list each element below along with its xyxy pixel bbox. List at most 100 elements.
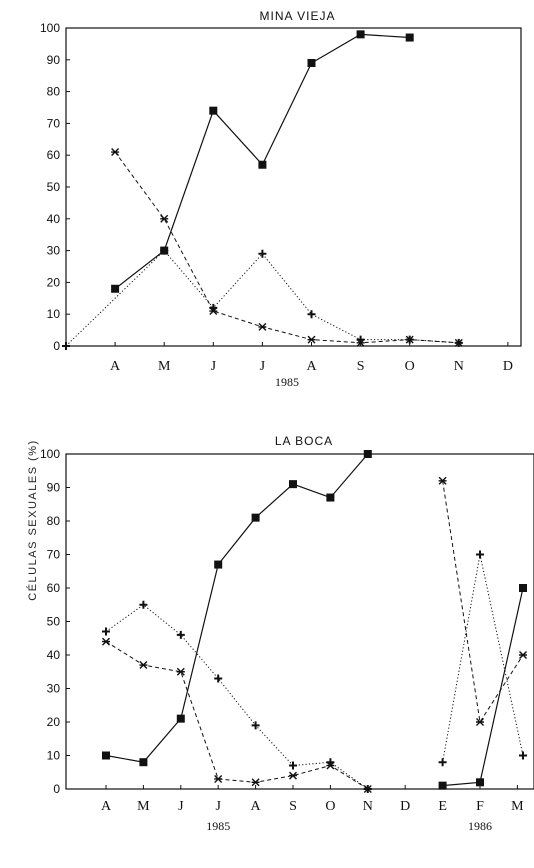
y-tick-label: 50 bbox=[47, 615, 61, 629]
data-point-asterisk bbox=[289, 771, 297, 780]
series-plus bbox=[62, 246, 463, 350]
data-point-square bbox=[307, 58, 316, 67]
plot-area bbox=[62, 30, 463, 350]
data-point-square bbox=[209, 106, 218, 115]
data-point-plus bbox=[454, 338, 463, 347]
chart-panel-la-boca: LA BOCA 0 10 20 30 40 50 60 70 80 90 100 A M J J A S O N D E F… bbox=[40, 434, 534, 833]
y-tick-label: 50 bbox=[47, 180, 61, 194]
data-point-plus bbox=[139, 600, 148, 609]
y-tick-label: 90 bbox=[47, 53, 61, 67]
data-point-square bbox=[326, 493, 335, 502]
y-tick-label: 10 bbox=[47, 749, 61, 763]
data-point-plus bbox=[363, 785, 372, 793]
data-point-square bbox=[519, 584, 528, 592]
chart-panel-mina-vieja: MINA VIEJA 0 10 20 30 40 50 60 70 80 90 100 A M J J A S O N… bbox=[40, 9, 522, 389]
y-tick-label: 80 bbox=[47, 85, 61, 99]
y-tick-label: 70 bbox=[47, 116, 61, 130]
y-tick-label: 0 bbox=[53, 339, 60, 353]
data-point-square bbox=[258, 160, 267, 169]
y-tick-label: 100 bbox=[40, 21, 60, 35]
data-point-plus bbox=[356, 335, 365, 344]
y-tick-label: 100 bbox=[40, 447, 60, 461]
data-point-square bbox=[356, 30, 365, 39]
series-line bbox=[105, 641, 369, 790]
y-tick-label: 60 bbox=[47, 148, 61, 162]
data-point-square bbox=[214, 560, 223, 569]
data-point-plus bbox=[326, 758, 335, 767]
series-line bbox=[105, 604, 369, 790]
x-tick-label: M bbox=[158, 359, 171, 374]
data-point-asterisk bbox=[519, 651, 528, 659]
data-point-square bbox=[251, 513, 260, 522]
x-tick-label: M bbox=[511, 799, 524, 814]
x-tick-label: M bbox=[137, 799, 150, 814]
x-tick-label: D bbox=[503, 359, 513, 374]
data-point-asterisk bbox=[307, 335, 316, 344]
y-axis-label: CÉLULAS SEXUALES (%) bbox=[26, 439, 39, 600]
chart-title: LA BOCA bbox=[275, 434, 333, 448]
x-tick-label: A bbox=[101, 799, 112, 814]
plot-frame bbox=[65, 453, 534, 790]
x-tick-label: F bbox=[476, 799, 484, 814]
data-point-plus bbox=[476, 550, 484, 559]
x-tick-label: J bbox=[178, 799, 184, 814]
data-point-plus bbox=[258, 249, 267, 258]
x-tick-label: S bbox=[289, 799, 297, 814]
y-tick-label: 60 bbox=[47, 581, 61, 595]
data-point-plus bbox=[405, 335, 414, 344]
series-line bbox=[442, 480, 524, 724]
data-point-asterisk bbox=[102, 637, 110, 646]
data-point-asterisk bbox=[111, 148, 120, 157]
data-point-plus bbox=[102, 627, 110, 636]
plot-area bbox=[102, 450, 528, 793]
data-point-plus bbox=[209, 303, 218, 312]
data-point-plus bbox=[251, 721, 260, 730]
data-point-plus bbox=[176, 630, 185, 639]
plot-frame bbox=[65, 27, 522, 347]
x-tick-label: A bbox=[251, 799, 262, 814]
y-tick-label: 90 bbox=[47, 481, 61, 495]
x-tick-label: J bbox=[215, 799, 221, 814]
x-tick-label: A bbox=[110, 359, 121, 374]
series-line bbox=[65, 249, 459, 347]
data-point-square bbox=[139, 758, 148, 767]
data-point-asterisk bbox=[258, 322, 267, 331]
x-tick-label: O bbox=[325, 799, 335, 814]
year-label: 1985 bbox=[275, 375, 299, 389]
data-point-asterisk bbox=[438, 476, 447, 485]
x-tick-label: A bbox=[306, 359, 317, 374]
data-point-square bbox=[405, 33, 414, 42]
y-tick-label: 20 bbox=[47, 715, 61, 729]
y-tick-label: 70 bbox=[47, 548, 61, 562]
data-point-square bbox=[176, 714, 185, 723]
year-label: 1986 bbox=[468, 819, 492, 833]
data-point-square bbox=[111, 284, 120, 293]
x-tick-label: N bbox=[454, 359, 464, 374]
series-line bbox=[442, 587, 524, 787]
y-tick-label: 20 bbox=[47, 275, 61, 289]
data-point-square bbox=[102, 751, 110, 760]
data-point-asterisk bbox=[139, 661, 148, 670]
series-line bbox=[442, 554, 524, 763]
data-point-plus bbox=[289, 761, 297, 770]
y-tick-label: 30 bbox=[47, 244, 61, 258]
series-line bbox=[105, 453, 369, 763]
data-point-square bbox=[476, 778, 484, 787]
data-point-plus bbox=[62, 342, 70, 350]
series-plus bbox=[102, 550, 528, 793]
data-point-asterisk bbox=[214, 774, 223, 783]
data-point-plus bbox=[519, 751, 528, 760]
y-tick-label: 10 bbox=[47, 307, 61, 321]
y-tick-label: 40 bbox=[47, 648, 61, 662]
y-tick-label: 40 bbox=[47, 212, 61, 226]
data-point-plus bbox=[214, 674, 223, 683]
year-label: 1985 bbox=[206, 819, 230, 833]
data-point-square bbox=[363, 450, 372, 458]
y-tick-label: 30 bbox=[47, 682, 61, 696]
data-point-asterisk bbox=[176, 667, 185, 676]
data-point-plus bbox=[160, 246, 169, 255]
data-point-square bbox=[438, 781, 447, 790]
data-point-asterisk bbox=[251, 778, 260, 787]
data-point-asterisk bbox=[160, 214, 169, 223]
